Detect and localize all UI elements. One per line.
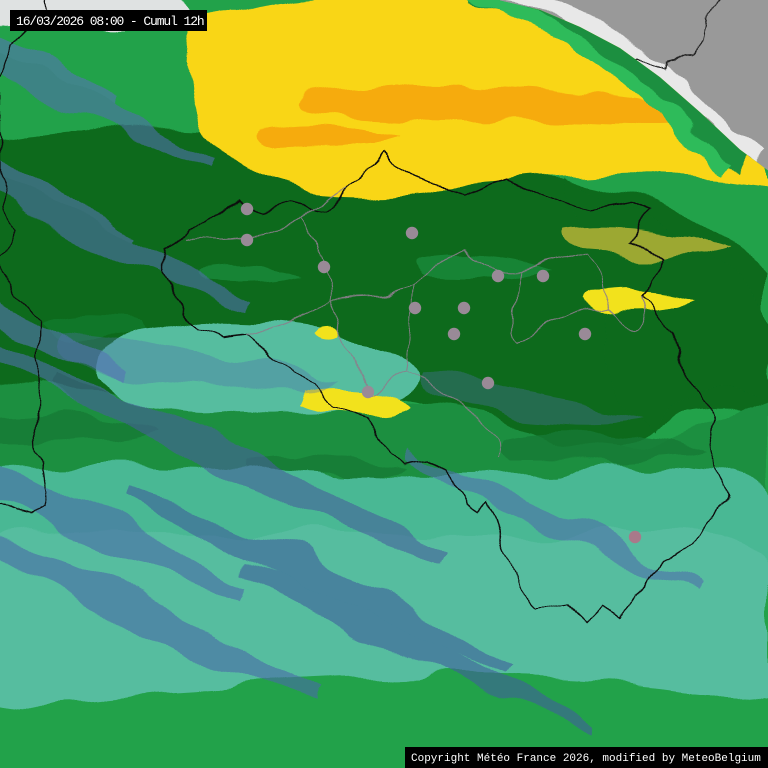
svg-text:Copyright Météo France 2026, m: Copyright Météo France 2026, modified by… [411, 753, 761, 765]
svg-text:16/03/2026 08:00 - Cumul 12h: 16/03/2026 08:00 - Cumul 12h [16, 14, 204, 29]
